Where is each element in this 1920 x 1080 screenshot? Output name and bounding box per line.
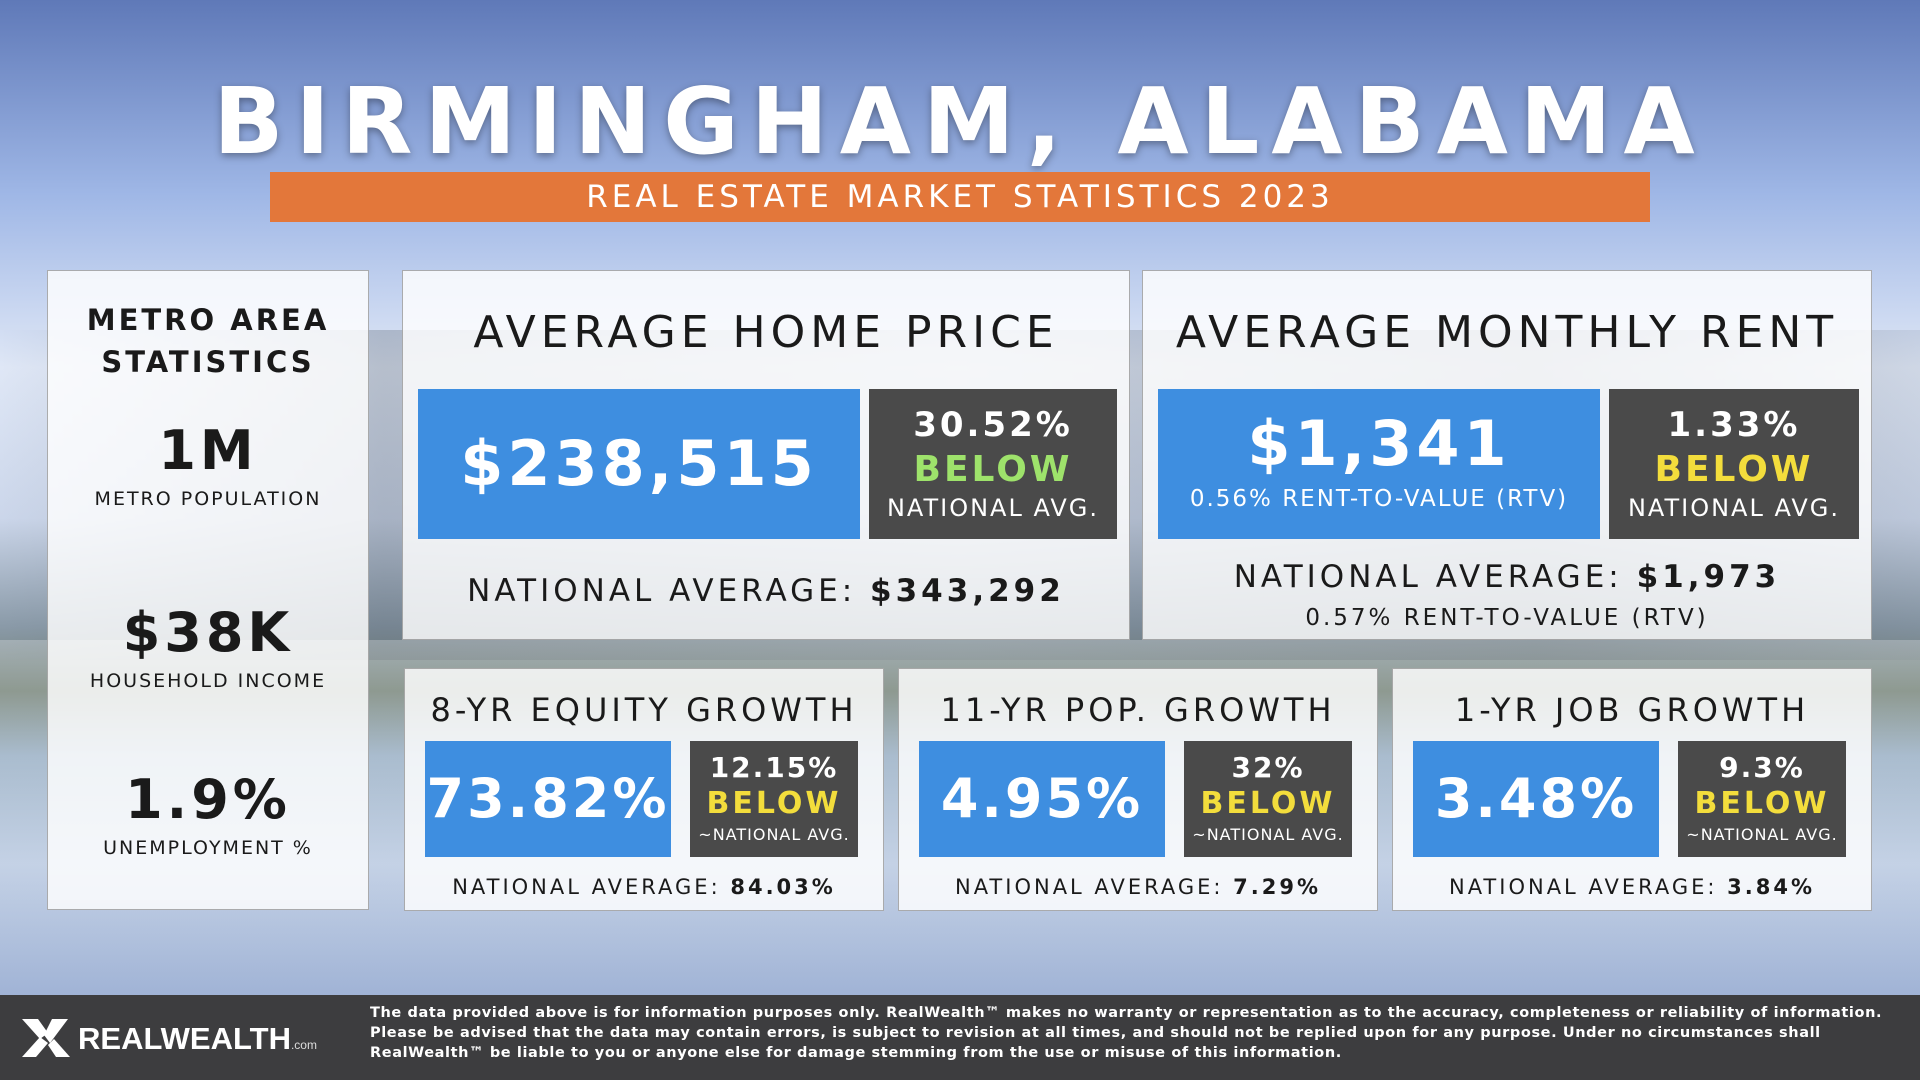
population-growth-national-label: NATIONAL AVERAGE: xyxy=(954,875,1224,899)
population-growth-diff-pct: 32% xyxy=(1231,751,1305,784)
job-growth-national-average: NATIONAL AVERAGE: 3.84% xyxy=(1393,875,1871,899)
population-growth-diff-word: BELOW xyxy=(1200,786,1336,821)
home-price-value: $238,515 xyxy=(460,427,818,500)
population-growth-diff-note: ~NATIONAL AVG. xyxy=(1192,825,1344,844)
unemployment-value: 1.9% xyxy=(125,768,291,831)
page-subtitle-banner: REAL ESTATE MARKET STATISTICS 2023 xyxy=(270,172,1650,222)
realwealth-logo-text: REALWEALTH.com xyxy=(78,1021,317,1056)
equity-growth-diff-note: ~NATIONAL AVG. xyxy=(698,825,850,844)
home-price-diff-note: NATIONAL AVG. xyxy=(886,494,1100,522)
rent-value-box: $1,341 0.56% RENT-TO-VALUE (RTV) xyxy=(1158,389,1600,539)
job-growth-title: 1-YR JOB GROWTH xyxy=(1454,691,1810,729)
realwealth-logo[interactable]: REALWEALTH.com xyxy=(18,1013,348,1063)
metro-population-label: METRO POPULATION xyxy=(94,488,322,510)
realwealth-logo-icon xyxy=(22,1019,70,1057)
population-growth-value-box: 4.95% xyxy=(919,741,1165,857)
home-price-diff-word: BELOW xyxy=(913,449,1073,490)
population-growth-value: 4.95% xyxy=(940,767,1144,830)
population-growth-title: 11-YR POP. GROWTH xyxy=(940,691,1336,729)
metro-area-panel: METRO AREA STATISTICS 1M METRO POPULATIO… xyxy=(47,270,369,910)
job-growth-diff-pct: 9.3% xyxy=(1719,751,1805,784)
equity-growth-panel: 8-YR EQUITY GROWTH 73.82% 12.15% BELOW ~… xyxy=(404,668,884,911)
average-home-price-panel: AVERAGE HOME PRICE $238,515 30.52% BELOW… xyxy=(402,270,1130,640)
job-growth-diff-note: ~NATIONAL AVG. xyxy=(1686,825,1838,844)
equity-growth-diff-word: BELOW xyxy=(706,786,842,821)
equity-growth-diff-pct: 12.15% xyxy=(709,751,839,784)
home-price-comparison-box: 30.52% BELOW NATIONAL AVG. xyxy=(869,389,1117,539)
rent-national-label: NATIONAL AVERAGE: xyxy=(1233,559,1623,595)
equity-growth-national-label: NATIONAL AVERAGE: xyxy=(452,875,721,899)
metro-heading-line1: METRO AREA xyxy=(86,303,330,337)
rent-national-value: $1,973 xyxy=(1636,559,1781,595)
rent-title: AVERAGE MONTHLY RENT xyxy=(1175,307,1839,358)
home-price-national-label: NATIONAL AVERAGE: xyxy=(467,573,857,609)
disclaimer-text: The data provided above is for informati… xyxy=(370,1005,1883,1061)
job-growth-diff-word: BELOW xyxy=(1694,786,1830,821)
home-price-value-box: $238,515 xyxy=(418,389,860,539)
metro-population-stat: 1M METRO POPULATION xyxy=(48,419,368,510)
equity-growth-comparison-box: 12.15% BELOW ~NATIONAL AVG. xyxy=(690,741,858,857)
rent-diff-note: NATIONAL AVG. xyxy=(1627,494,1841,522)
metro-heading: METRO AREA STATISTICS xyxy=(48,299,368,383)
unemployment-stat: 1.9% UNEMPLOYMENT % xyxy=(48,768,368,859)
footer-bar: REALWEALTH.com The data provided above i… xyxy=(0,995,1920,1080)
population-growth-panel: 11-YR POP. GROWTH 4.95% 32% BELOW ~NATIO… xyxy=(898,668,1378,911)
home-price-national-average: NATIONAL AVERAGE: $343,292 xyxy=(403,573,1129,609)
home-price-title: AVERAGE HOME PRICE xyxy=(473,307,1059,358)
job-growth-national-label: NATIONAL AVERAGE: xyxy=(1448,875,1718,899)
home-price-diff-pct: 30.52% xyxy=(913,405,1073,445)
population-growth-national-value: 7.29% xyxy=(1233,875,1321,899)
population-growth-national-average: NATIONAL AVERAGE: 7.29% xyxy=(899,875,1377,899)
equity-growth-title: 8-YR EQUITY GROWTH xyxy=(430,691,858,729)
rent-diff-word: BELOW xyxy=(1654,449,1814,490)
unemployment-label: UNEMPLOYMENT % xyxy=(103,837,313,859)
rent-diff-pct: 1.33% xyxy=(1667,405,1801,445)
household-income-stat: $38K HOUSEHOLD INCOME xyxy=(48,601,368,692)
rent-value: $1,341 xyxy=(1247,407,1511,480)
rent-national-average: NATIONAL AVERAGE: $1,973 xyxy=(1143,559,1871,595)
equity-growth-national-value: 84.03% xyxy=(730,875,836,899)
job-growth-comparison-box: 9.3% BELOW ~NATIONAL AVG. xyxy=(1678,741,1846,857)
home-price-national-value: $343,292 xyxy=(870,573,1065,609)
household-income-label: HOUSEHOLD INCOME xyxy=(89,670,327,692)
equity-growth-value-box: 73.82% xyxy=(425,741,671,857)
rent-rtv: 0.56% RENT-TO-VALUE (RTV) xyxy=(1189,486,1569,512)
job-growth-value: 3.48% xyxy=(1434,767,1638,830)
metro-heading-line2: STATISTICS xyxy=(101,345,315,379)
metro-population-value: 1M xyxy=(158,419,258,482)
job-growth-national-value: 3.84% xyxy=(1727,875,1815,899)
average-monthly-rent-panel: AVERAGE MONTHLY RENT $1,341 0.56% RENT-T… xyxy=(1142,270,1872,640)
job-growth-value-box: 3.48% xyxy=(1413,741,1659,857)
population-growth-comparison-box: 32% BELOW ~NATIONAL AVG. xyxy=(1184,741,1352,857)
page-title: BIRMINGHAM, ALABAMA xyxy=(213,68,1707,175)
household-income-value: $38K xyxy=(122,601,294,664)
rent-comparison-box: 1.33% BELOW NATIONAL AVG. xyxy=(1609,389,1859,539)
equity-growth-value: 73.82% xyxy=(426,767,670,830)
equity-growth-national-average: NATIONAL AVERAGE: 84.03% xyxy=(405,875,883,899)
rent-national-rtv: 0.57% RENT-TO-VALUE (RTV) xyxy=(1305,605,1709,631)
job-growth-panel: 1-YR JOB GROWTH 3.48% 9.3% BELOW ~NATION… xyxy=(1392,668,1872,911)
